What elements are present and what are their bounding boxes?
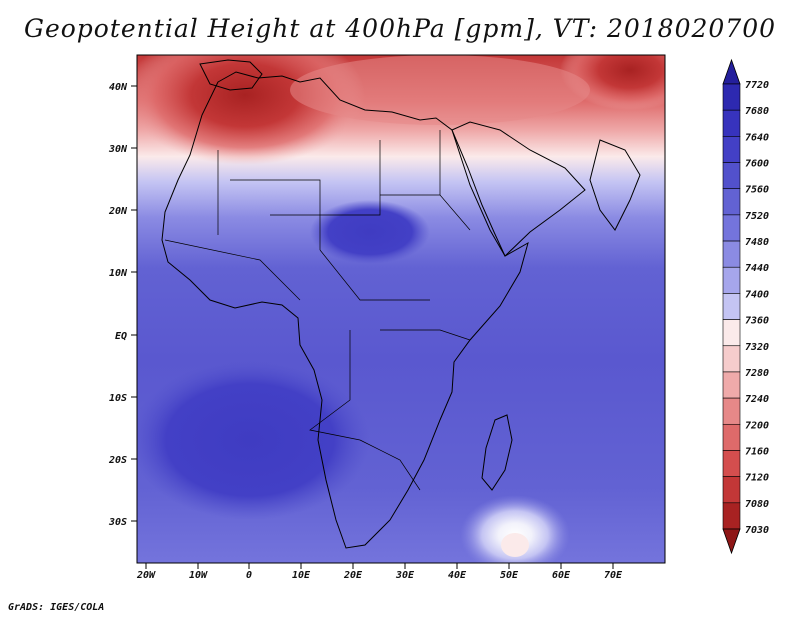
chart-title: Geopotential Height at 400hPa [gpm], VT:… [23,14,777,43]
iberia-coastline [199,59,263,91]
colorbar-label: 7320 [745,342,769,353]
lon-label: 10E [292,570,311,581]
colorbar-label: 7030 [745,525,769,536]
colorbar-label: 7680 [745,106,769,117]
colorbar-label: 7480 [745,237,769,248]
colorbar-swatch [722,423,741,451]
colorbar: 7720 7680 7640 7600 7560 7520 7480 7440 7400 7360… [722,58,769,555]
lon-label: 20E [343,570,363,581]
colorbar-label: 7200 [745,420,769,431]
colorbar-swatch [722,162,741,190]
colorbar-label: 7280 [745,368,769,379]
colorbar-label: 7520 [745,211,769,222]
lat-label: 20S [108,455,127,466]
lon-label: 10W [189,570,208,581]
africa-coastline [161,71,529,549]
country-borders [164,130,471,491]
colorbar-swatch [722,109,741,137]
lon-label: 70E [604,570,623,581]
colorbar-label: 7600 [745,159,769,170]
colorbar-label: 7440 [745,263,769,274]
colorbar-swatch [722,502,741,530]
lat-label: 10N [109,268,128,279]
colorbar-label: 7560 [745,185,769,196]
lon-label: 0 [246,570,252,581]
colorbar-label: 7360 [745,316,769,327]
colorbar-swatch [722,293,741,320]
colorbar-swatch [722,188,741,216]
lon-label: 30E [395,570,415,581]
india-coastline [589,139,641,231]
madagascar [481,414,513,491]
colorbar-label: 7160 [745,446,769,457]
colorbar-swatch [722,397,741,425]
lon-label: 20W [136,570,156,581]
lat-label: 40N [109,82,128,93]
colorbar-swatch [722,371,741,399]
lon-label: 60E [552,570,571,581]
lat-label: 30S [108,517,127,528]
lat-label: 20N [108,206,128,217]
colorbar-arrow-bottom [722,528,741,555]
colorbar-swatch [722,136,741,163]
colorbar-swatch [722,476,741,504]
colorbar-swatch [722,214,741,242]
colorbar-swatch [722,83,741,111]
colorbar-label: 7080 [745,499,769,510]
colorbar-label: 7120 [745,473,769,484]
arabia-coastline [451,121,586,257]
colorbar-swatch [722,450,741,477]
colorbar-swatch [722,240,741,268]
colorbar-label: 7720 [745,80,769,91]
colorbar-label: 7400 [745,289,769,300]
colorbar-swatch [722,266,741,294]
lat-label: 30N [108,144,128,155]
coastlines [161,59,641,549]
lon-label: 40E [448,570,467,581]
colorbar-swatch [722,319,741,347]
height-field [137,55,665,563]
colorbar-arrow-top [722,58,741,85]
colorbar-label: 7640 [745,132,769,143]
colorbar-swatch [722,345,741,373]
map-frame [136,54,666,564]
lon-axis: 20W 10W 0 10E 20E 30E 40E 50E 60E 70E [136,563,623,581]
grads-credit: GrADS: IGES/COLA [8,602,105,613]
lat-label: 10S [109,393,127,404]
lat-label: EQ [115,331,127,342]
colorbar-label: 7240 [745,394,769,405]
lat-axis: 40N 30N 20N 10N EQ 10S 20S 30S [108,82,137,528]
lon-label: 50E [500,570,519,581]
